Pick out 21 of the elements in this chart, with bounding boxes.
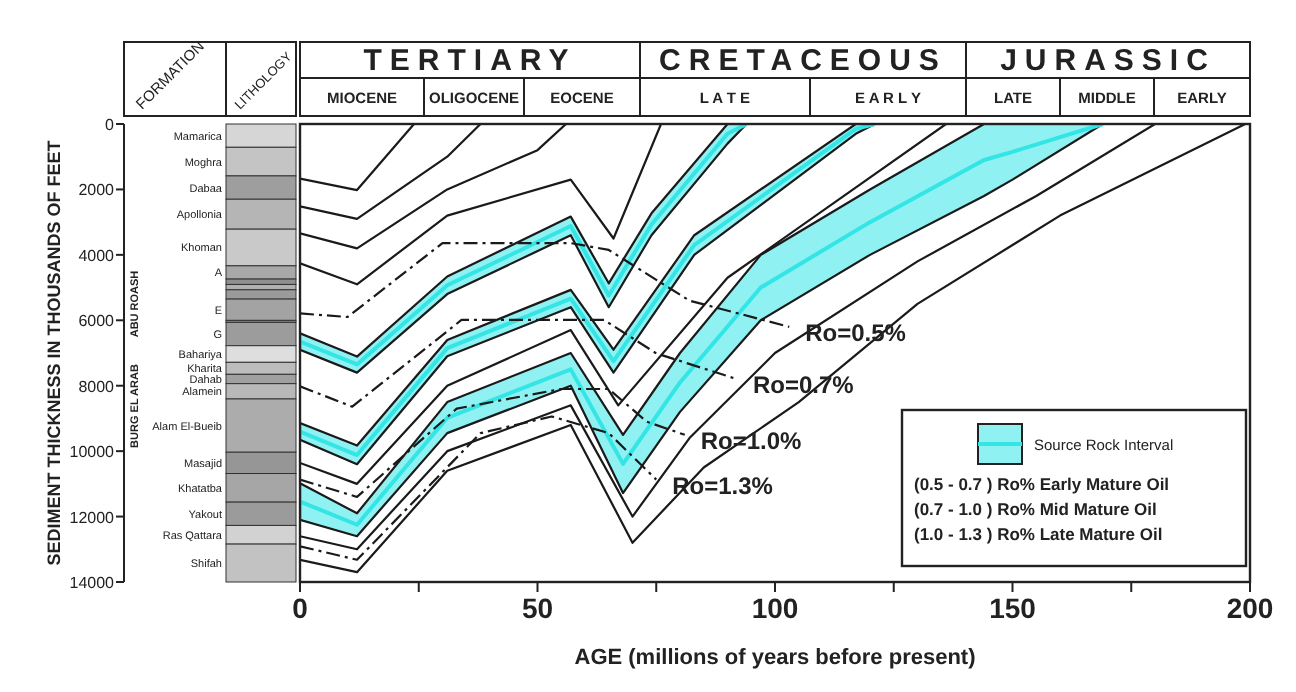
x-tick-label: 100 bbox=[751, 592, 799, 624]
annotation: (0.5 - 0.7 ) Ro% Early Mature Oil bbox=[914, 474, 1170, 494]
text: JURASSIC bbox=[1000, 44, 1216, 78]
y-axis-title: SEDIMENT THICKNESS IN THOUSANDS OF FEET bbox=[44, 139, 64, 566]
annotation: (0.7 - 1.0 ) Ro% Mid Mature Oil bbox=[914, 499, 1157, 519]
x-tick-label: 0 bbox=[292, 592, 309, 624]
x-tick-label: 200 bbox=[1226, 592, 1274, 624]
text: TERTIARY bbox=[363, 44, 577, 78]
y-tick-label: 14000 bbox=[69, 574, 116, 592]
y-tick-label: 6000 bbox=[78, 312, 116, 331]
text: CRETACEOUS bbox=[659, 44, 947, 78]
y-tick-label: 12000 bbox=[69, 508, 116, 527]
y-tick-label: 8000 bbox=[78, 377, 116, 396]
annotation: (1.0 - 1.3 ) Ro% Late Mature Oil bbox=[914, 524, 1163, 544]
x-tick-label: 150 bbox=[989, 592, 1037, 624]
y-tick-label: 4000 bbox=[78, 246, 116, 265]
y-tick-label: 10000 bbox=[69, 443, 116, 462]
y-tick-label: 2000 bbox=[78, 181, 116, 200]
y-tick-label: 0 bbox=[105, 116, 116, 134]
x-tick-label: 50 bbox=[521, 592, 554, 624]
x-axis-title: AGE (millions of years before present) bbox=[574, 646, 977, 670]
